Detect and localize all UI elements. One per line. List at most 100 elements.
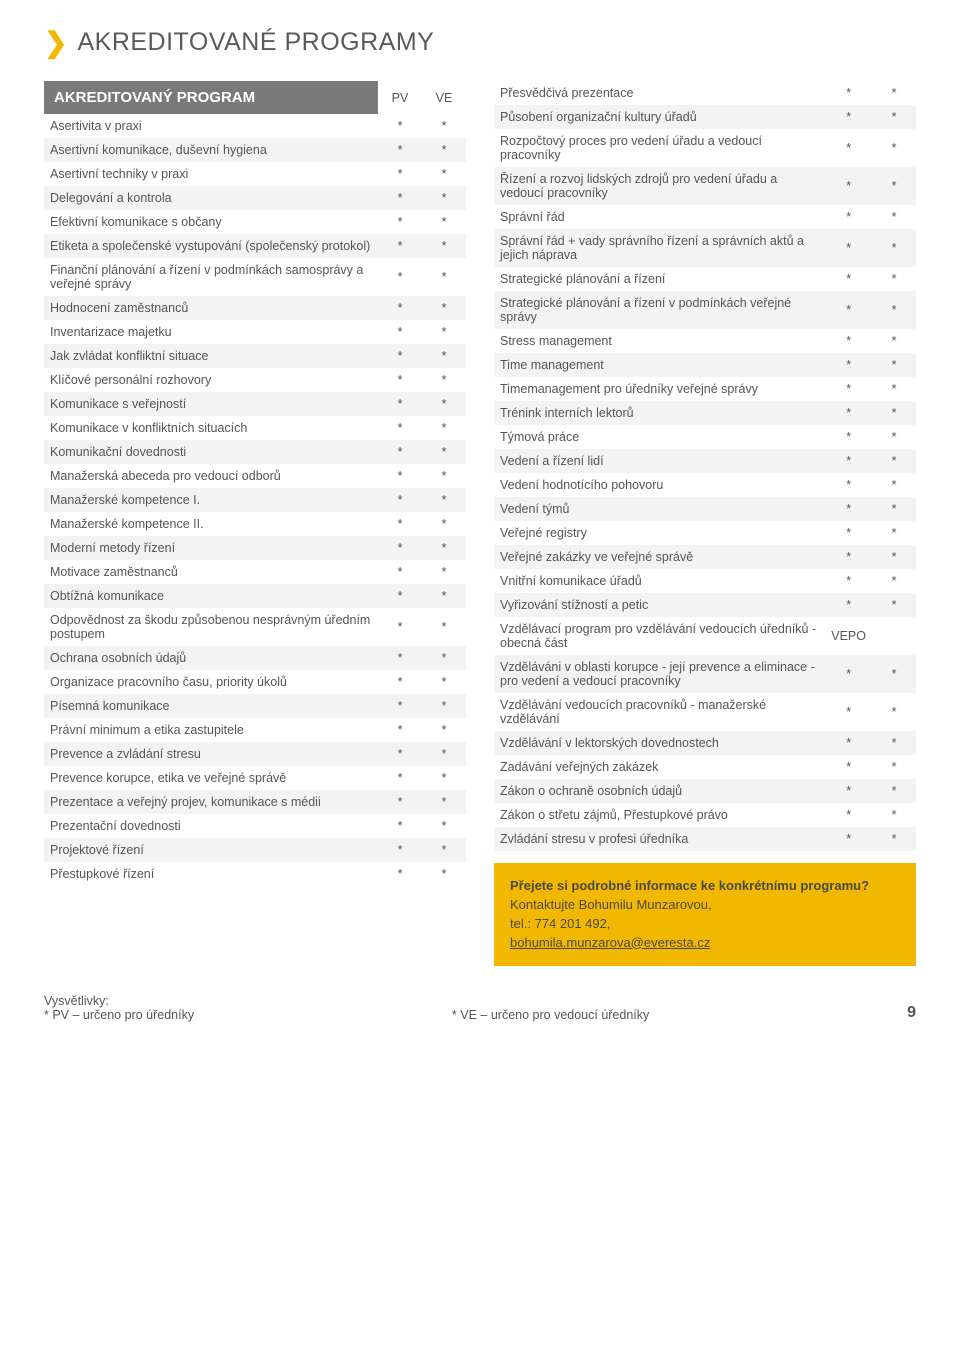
table-row: Prezentační dovednosti** [44, 814, 466, 838]
callout-phone: tel.: 774 201 492, [510, 916, 610, 931]
program-label: Zadávání veřejných zakázek [494, 755, 825, 779]
pv-cell: * [825, 425, 872, 449]
pv-cell: VEPO [825, 617, 872, 655]
program-label: Obtížná komunikace [44, 584, 378, 608]
pv-cell: * [378, 392, 422, 416]
program-label: Vzdělávání v lektorských dovednostech [494, 731, 825, 755]
legend-pv: * PV – určeno pro úředníky [44, 1008, 194, 1022]
ve-cell: * [422, 608, 466, 646]
table-row: Moderní metody řízení** [44, 536, 466, 560]
table-row: Strategické plánování a řízení v podmínk… [494, 291, 916, 329]
ve-cell: * [422, 162, 466, 186]
program-label: Týmová práce [494, 425, 825, 449]
ve-cell: * [422, 536, 466, 560]
ve-cell: * [422, 368, 466, 392]
pv-cell: * [825, 521, 872, 545]
program-label: Timemanagement pro úředníky veřejné sprá… [494, 377, 825, 401]
pv-cell: * [378, 488, 422, 512]
pv-cell: * [825, 129, 872, 167]
pv-cell: * [378, 646, 422, 670]
pv-cell: * [378, 838, 422, 862]
ve-cell: * [422, 186, 466, 210]
program-label: Delegování a kontrola [44, 186, 378, 210]
legend-ve: * VE – určeno pro vedoucí úředníky [452, 1008, 649, 1022]
pv-cell: * [825, 693, 872, 731]
ve-cell: * [872, 267, 916, 291]
pv-cell: * [378, 512, 422, 536]
ve-cell: * [422, 234, 466, 258]
chevron-icon: ❯ [44, 29, 67, 57]
pv-cell: * [378, 234, 422, 258]
pv-cell: * [378, 670, 422, 694]
table-row: Vyřizování stížností a petic** [494, 593, 916, 617]
table-row: Asertivní techniky v praxi** [44, 162, 466, 186]
program-label: Trénink interních lektorů [494, 401, 825, 425]
table-row: Motivace zaměstnanců** [44, 560, 466, 584]
ve-cell: * [422, 694, 466, 718]
table-row: Zákon o ochraně osobních údajů** [494, 779, 916, 803]
program-label: Prezentace a veřejný projev, komunikace … [44, 790, 378, 814]
pv-cell: * [825, 291, 872, 329]
table-row: Projektové řízení** [44, 838, 466, 862]
pv-cell: * [378, 186, 422, 210]
program-label: Zákon o ochraně osobních údajů [494, 779, 825, 803]
table-row: Přesvědčivá prezentace** [494, 81, 916, 105]
ve-cell: * [872, 569, 916, 593]
contact-callout: Přejete si podrobné informace ke konkrét… [494, 863, 916, 966]
ve-cell: * [872, 593, 916, 617]
program-label: Vzděláváni v oblasti korupce - její prev… [494, 655, 825, 693]
program-label: Efektivní komunikace s občany [44, 210, 378, 234]
ve-cell: * [422, 862, 466, 886]
program-label: Vedení týmů [494, 497, 825, 521]
legend-left: Vysvětlivky: * PV – určeno pro úředníky [44, 994, 194, 1022]
ve-cell: * [422, 646, 466, 670]
table-row: Jak zvládat konfliktní situace** [44, 344, 466, 368]
table-row: Vedení týmů** [494, 497, 916, 521]
pv-cell: * [378, 162, 422, 186]
pv-cell: * [825, 105, 872, 129]
ve-cell: * [422, 210, 466, 234]
program-label: Komunikace v konfliktních situacích [44, 416, 378, 440]
program-label: Manažerské kompetence I. [44, 488, 378, 512]
ve-cell: * [872, 353, 916, 377]
table-row: Vnitřní komunikace úřadů** [494, 569, 916, 593]
ve-cell: * [872, 693, 916, 731]
ve-cell: * [422, 838, 466, 862]
table-header-title: AKREDITOVANÝ PROGRAM [44, 81, 378, 114]
ve-cell: * [422, 296, 466, 320]
program-label: Řízení a rozvoj lidských zdrojů pro vede… [494, 167, 825, 205]
table-row: Time management** [494, 353, 916, 377]
ve-cell: * [872, 655, 916, 693]
program-label: Komunikační dovednosti [44, 440, 378, 464]
callout-email[interactable]: bohumila.munzarova@everesta.cz [510, 935, 710, 950]
table-row: Inventarizace majetku** [44, 320, 466, 344]
pv-cell: * [825, 449, 872, 473]
program-label: Zvládání stresu v profesi úředníka [494, 827, 825, 851]
program-label: Rozpočtový proces pro vedení úřadu a ved… [494, 129, 825, 167]
program-label: Přesvědčivá prezentace [494, 81, 825, 105]
table-row: Prevence a zvládání stresu** [44, 742, 466, 766]
ve-cell: * [872, 425, 916, 449]
pv-cell: * [825, 779, 872, 803]
table-row: Finanční plánování a řízení v podmínkách… [44, 258, 466, 296]
ve-cell: * [422, 344, 466, 368]
table-row: Působení organizační kultury úřadů** [494, 105, 916, 129]
pv-cell: * [825, 205, 872, 229]
pv-cell: * [378, 368, 422, 392]
ve-cell: * [422, 718, 466, 742]
table-header-row: AKREDITOVANÝ PROGRAM PV VE [44, 81, 466, 114]
table-row: Manažerské kompetence I.** [44, 488, 466, 512]
table-row: Zákon o střetu zájmů, Přestupkové právo*… [494, 803, 916, 827]
program-label: Manažerská abeceda pro vedoucí odborů [44, 464, 378, 488]
pv-cell: * [825, 401, 872, 425]
pv-cell: * [825, 377, 872, 401]
ve-cell: * [872, 377, 916, 401]
program-label: Ochrana osobních údajů [44, 646, 378, 670]
ve-cell: * [422, 560, 466, 584]
pv-cell: * [378, 320, 422, 344]
program-label: Prezentační dovednosti [44, 814, 378, 838]
ve-cell: * [872, 105, 916, 129]
program-label: Prevence a zvládání stresu [44, 742, 378, 766]
program-label: Organizace pracovního času, priority úko… [44, 670, 378, 694]
columns: AKREDITOVANÝ PROGRAM PV VE Asertivita v … [44, 81, 916, 966]
